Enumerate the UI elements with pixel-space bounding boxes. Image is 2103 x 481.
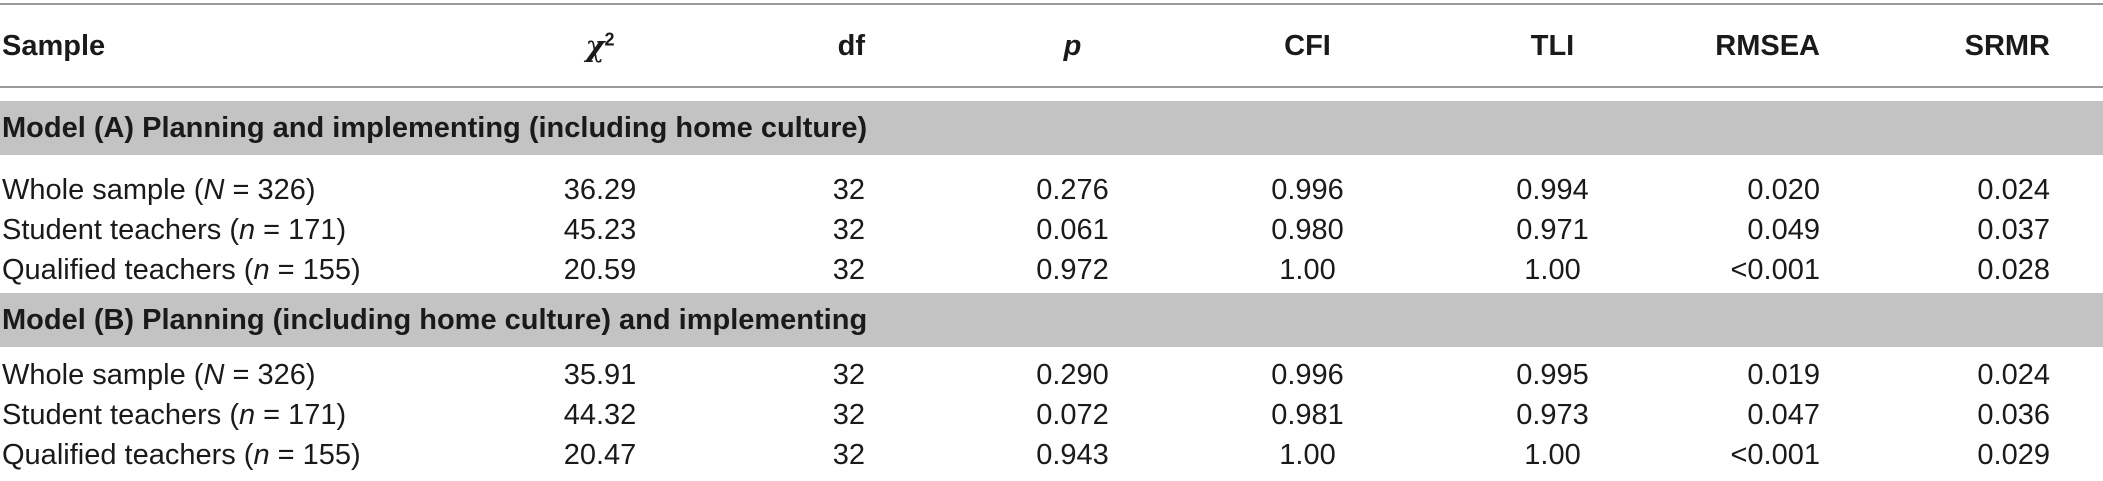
cell-p: 0.943 [1036,439,1109,471]
cell-df: 32 [832,254,865,286]
section-model-a: Model (A) Planning and implementing (inc… [0,101,2103,155]
cell-cfi: 1.00 [1279,254,1336,286]
cell-df: 32 [832,359,865,391]
cell-srmr: 0.036 [1977,399,2050,431]
cell-tli: 0.995 [1516,359,1589,391]
row-sample-label: Qualified teachers (n = 155) [2,439,361,471]
table-top-rule [0,3,2103,5]
row-sample-label: Whole sample (N = 326) [2,174,316,206]
cell-srmr: 0.024 [1977,359,2050,391]
cell-rmsea: 0.047 [1747,399,1820,431]
cell-tli: 1.00 [1524,439,1581,471]
cell-srmr: 0.037 [1977,214,2050,246]
cell-df: 32 [832,174,865,206]
cell-rmsea: <0.001 [1730,439,1820,471]
header-p: p [1063,30,1082,62]
cell-srmr: 0.029 [1977,439,2050,471]
cell-rmsea: 0.020 [1747,174,1820,206]
cell-df: 32 [832,399,865,431]
cell-chi2: 44.32 [563,399,637,431]
header-chi-square: χ2 [530,26,670,66]
cell-srmr: 0.028 [1977,254,2050,286]
cell-chi2: 45.23 [563,214,637,246]
table-row: Student teachers (n = 171) 44.32 32 0.07… [0,395,2103,435]
section-title: Model (B) Planning (including home cultu… [2,304,868,336]
cell-p: 0.972 [1036,254,1109,286]
table-header-row: Sample χ2 df p CFI TLI RMSEA SRMR [0,26,2103,66]
cell-p: 0.290 [1036,359,1109,391]
cell-chi2: 36.29 [563,174,637,206]
cell-chi2: 20.47 [563,439,637,471]
cell-cfi: 0.996 [1271,359,1344,391]
section-model-b: Model (B) Planning (including home cultu… [0,293,2103,347]
cell-p: 0.061 [1036,214,1109,246]
cell-rmsea: 0.019 [1747,359,1820,391]
header-srmr: SRMR [1964,30,2050,62]
cell-cfi: 0.980 [1271,214,1344,246]
header-bottom-rule [0,86,2103,88]
cell-chi2: 35.91 [563,359,637,391]
cell-p: 0.276 [1036,174,1109,206]
row-sample-label: Student teachers (n = 171) [2,214,347,246]
header-tli: TLI [1530,30,1575,62]
header-sample: Sample [2,30,106,62]
cell-cfi: 0.996 [1271,174,1344,206]
table-row: Whole sample (N = 326) 35.91 32 0.290 0.… [0,355,2103,395]
header-df: df [837,30,865,62]
row-sample-label: Student teachers (n = 171) [2,399,347,431]
cell-cfi: 1.00 [1279,439,1336,471]
header-cfi: CFI [1284,30,1331,62]
cell-rmsea: 0.049 [1747,214,1820,246]
chi-symbol: χ [585,29,605,63]
cell-srmr: 0.024 [1977,174,2050,206]
cell-df: 32 [832,214,865,246]
cell-chi2: 20.59 [563,254,637,286]
row-sample-label: Whole sample (N = 326) [2,359,316,391]
cell-p: 0.072 [1036,399,1109,431]
table-row: Student teachers (n = 171) 45.23 32 0.06… [0,210,2103,250]
cell-df: 32 [832,439,865,471]
cell-cfi: 0.981 [1271,399,1344,431]
cell-tli: 0.973 [1516,399,1589,431]
section-title: Model (A) Planning and implementing (inc… [2,112,868,144]
table-row: Qualified teachers (n = 155) 20.47 32 0.… [0,435,2103,475]
cell-tli: 0.994 [1516,174,1589,206]
row-sample-label: Qualified teachers (n = 155) [2,254,361,286]
cell-tli: 0.971 [1516,214,1589,246]
chi-superscript: 2 [604,29,615,50]
table-row: Qualified teachers (n = 155) 20.59 32 0.… [0,250,2103,290]
cell-tli: 1.00 [1524,254,1581,286]
header-rmsea: RMSEA [1715,30,1820,62]
cell-rmsea: <0.001 [1730,254,1820,286]
table-row: Whole sample (N = 326) 36.29 32 0.276 0.… [0,170,2103,210]
